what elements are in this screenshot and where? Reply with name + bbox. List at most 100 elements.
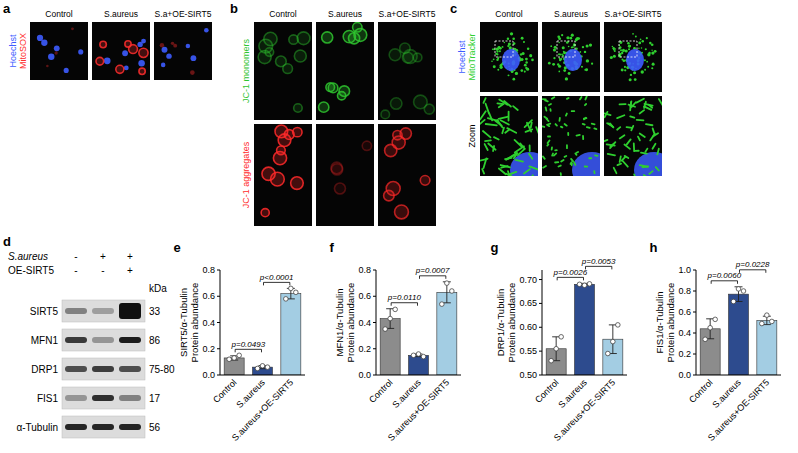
label: Protein abundance (665, 283, 676, 363)
mitochondrion (497, 69, 499, 71)
mitochondrion (527, 123, 531, 132)
mitochondrion (647, 66, 649, 68)
mitochondrion (500, 64, 502, 66)
cell (334, 183, 345, 194)
bar (575, 284, 595, 375)
micrograph-content (542, 96, 600, 176)
point (606, 351, 611, 356)
point (260, 364, 265, 369)
y-axis (542, 270, 543, 375)
mitochondrion (550, 45, 552, 47)
cell (338, 92, 346, 100)
band (119, 337, 141, 343)
point (770, 319, 775, 324)
micrograph (480, 22, 538, 92)
label: OE-SIRT5 (8, 265, 54, 276)
mitochondrion (638, 48, 640, 50)
mitochondrion (515, 72, 518, 75)
mitochondrion (507, 74, 509, 76)
band (65, 308, 87, 314)
label: 0.70 (519, 275, 537, 285)
tick (373, 322, 376, 323)
label: Control (211, 377, 239, 405)
label: Protein abundance (506, 283, 517, 363)
point (265, 365, 270, 370)
label: e (173, 240, 180, 255)
significance-bracket (420, 276, 446, 279)
mitochondrion (529, 154, 532, 159)
mitochondrion (524, 169, 530, 173)
mitochondrion (641, 47, 642, 48)
label: p=0.0060 (707, 271, 742, 280)
mitochondrion (582, 136, 584, 139)
label: MFN1 (31, 335, 59, 346)
label: 0.6 (202, 291, 215, 301)
mitochondrion (579, 51, 581, 53)
zoom-box (619, 41, 637, 57)
band (65, 424, 87, 430)
mitochondrion (629, 78, 632, 81)
mitochondrion (581, 66, 583, 68)
mitochondrion (551, 147, 553, 149)
mitochondrion (649, 171, 652, 174)
micrograph (30, 22, 88, 80)
mitochondrion (645, 149, 647, 152)
point (577, 282, 582, 287)
mitochondrion (480, 120, 485, 127)
mitochondrion (524, 64, 527, 67)
error-bar (386, 309, 394, 329)
band (92, 424, 114, 430)
label: b (230, 1, 238, 16)
cell (125, 41, 131, 47)
significance-bracket (740, 270, 766, 273)
tick (373, 348, 376, 349)
zoom-box (495, 41, 513, 57)
cell (319, 102, 329, 112)
mitochondrion (558, 42, 560, 44)
mitochondrion (497, 103, 503, 106)
mitochondrion (652, 63, 655, 66)
cell (161, 63, 166, 68)
mitochondrion (634, 174, 636, 176)
mitochondrion (624, 69, 626, 71)
mitochondrion (572, 46, 574, 48)
label: DRP1/α-Tubulin (495, 289, 506, 356)
mitochondrion (499, 50, 501, 52)
tick (539, 375, 542, 376)
cell (390, 98, 401, 109)
cell (190, 70, 195, 75)
label: S.aureus (104, 9, 138, 19)
cell (386, 182, 400, 196)
label: Hoechst (8, 34, 18, 68)
label: Control (533, 377, 561, 405)
mitochondrion (624, 66, 626, 68)
mitochondrion (585, 96, 586, 99)
tick (539, 351, 542, 352)
mitochondrion (547, 125, 549, 126)
cell (389, 49, 401, 61)
mitochondrion (568, 72, 571, 75)
micrograph-content (319, 23, 367, 113)
mitochondrion (548, 123, 551, 126)
cell (294, 50, 306, 62)
label: Zoom (467, 124, 477, 147)
micrograph (254, 22, 312, 120)
label: FIS1 (37, 393, 59, 404)
label: SIRT5/α-Tubulin (178, 288, 189, 357)
micrograph-content (258, 32, 310, 112)
mitochondrion (529, 166, 538, 170)
mitochondrion (495, 53, 497, 55)
cell (141, 39, 146, 44)
tick (693, 312, 696, 313)
band (65, 395, 87, 401)
label: Protein abundance (189, 283, 200, 363)
cell (54, 45, 60, 51)
cell (258, 51, 271, 64)
mitochondrion (507, 45, 509, 47)
cell (331, 164, 342, 175)
mitochondrion (524, 71, 526, 73)
mitochondrion (536, 127, 538, 136)
micrograph-content (604, 99, 662, 176)
point (559, 335, 564, 340)
mitochondrion (640, 110, 644, 113)
